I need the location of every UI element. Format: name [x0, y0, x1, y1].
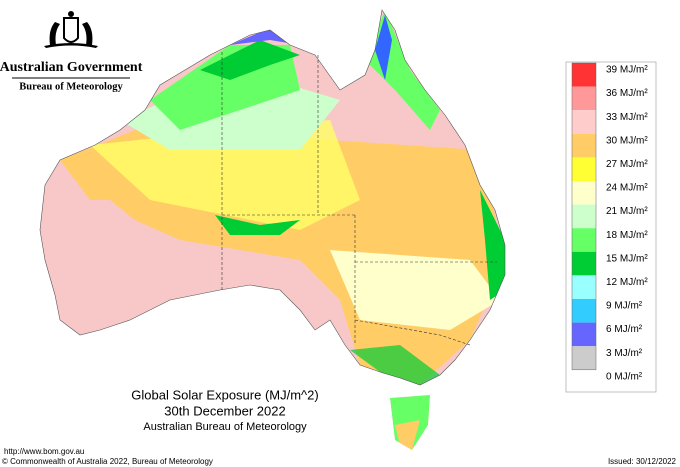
legend-label: 39 MJ/m² — [606, 65, 648, 76]
title-line: Global Solar Exposure (MJ/m^2) — [131, 387, 318, 402]
legend-label: 12 MJ/m² — [606, 277, 648, 288]
footer-issued: Issued: 30/12/2022 — [608, 457, 677, 466]
legend-swatch — [572, 251, 596, 276]
legend-swatch — [572, 204, 596, 229]
legend-swatch-frame — [571, 62, 597, 371]
legend-swatch — [572, 157, 596, 181]
legend-label: 21 MJ/m² — [606, 206, 648, 217]
legend-label: 6 MJ/m² — [606, 324, 643, 335]
legend-swatch — [572, 63, 596, 87]
legend-swatch — [572, 299, 596, 323]
legend-swatch — [572, 346, 596, 370]
legend-swatch — [572, 86, 596, 111]
legend-label: 33 MJ/m² — [606, 112, 648, 123]
title-source: Australian Bureau of Meteorology — [143, 421, 307, 433]
legend-label: 30 MJ/m² — [606, 135, 648, 146]
title-date: 30th December 2022 — [164, 403, 285, 418]
legend-label: 0 MJ/m² — [606, 371, 643, 382]
legend-swatch — [572, 322, 596, 347]
government-name: Australian Government — [0, 60, 143, 75]
legend-swatch — [572, 133, 596, 158]
legend-swatch — [572, 110, 596, 134]
legend-label: 36 MJ/m² — [606, 88, 648, 99]
footer-copyright: © Commonwealth of Australia 2022, Bureau… — [2, 457, 213, 466]
legend-swatch — [572, 228, 596, 252]
state-borders — [221, 52, 497, 346]
legend-label: 3 MJ/m² — [606, 348, 643, 359]
agency-name: Bureau of Meteorology — [19, 81, 123, 92]
legend-label: 9 MJ/m² — [606, 301, 643, 312]
legend-swatch — [572, 275, 596, 299]
legend-label: 15 MJ/m² — [606, 253, 648, 264]
footer-url: http://www.bom.gov.au — [4, 447, 84, 456]
coastline — [39, 9, 506, 386]
legend-swatch — [572, 181, 596, 205]
crest — [44, 11, 98, 48]
legend-label: 27 MJ/m² — [606, 159, 648, 170]
legend-label: 18 MJ/m² — [606, 230, 648, 241]
legend-label: 24 MJ/m² — [606, 183, 648, 194]
legend: 39 MJ/m² 36 MJ/m² 33 MJ/m² 30 MJ/m² 27 MJ/m²… — [571, 62, 648, 382]
